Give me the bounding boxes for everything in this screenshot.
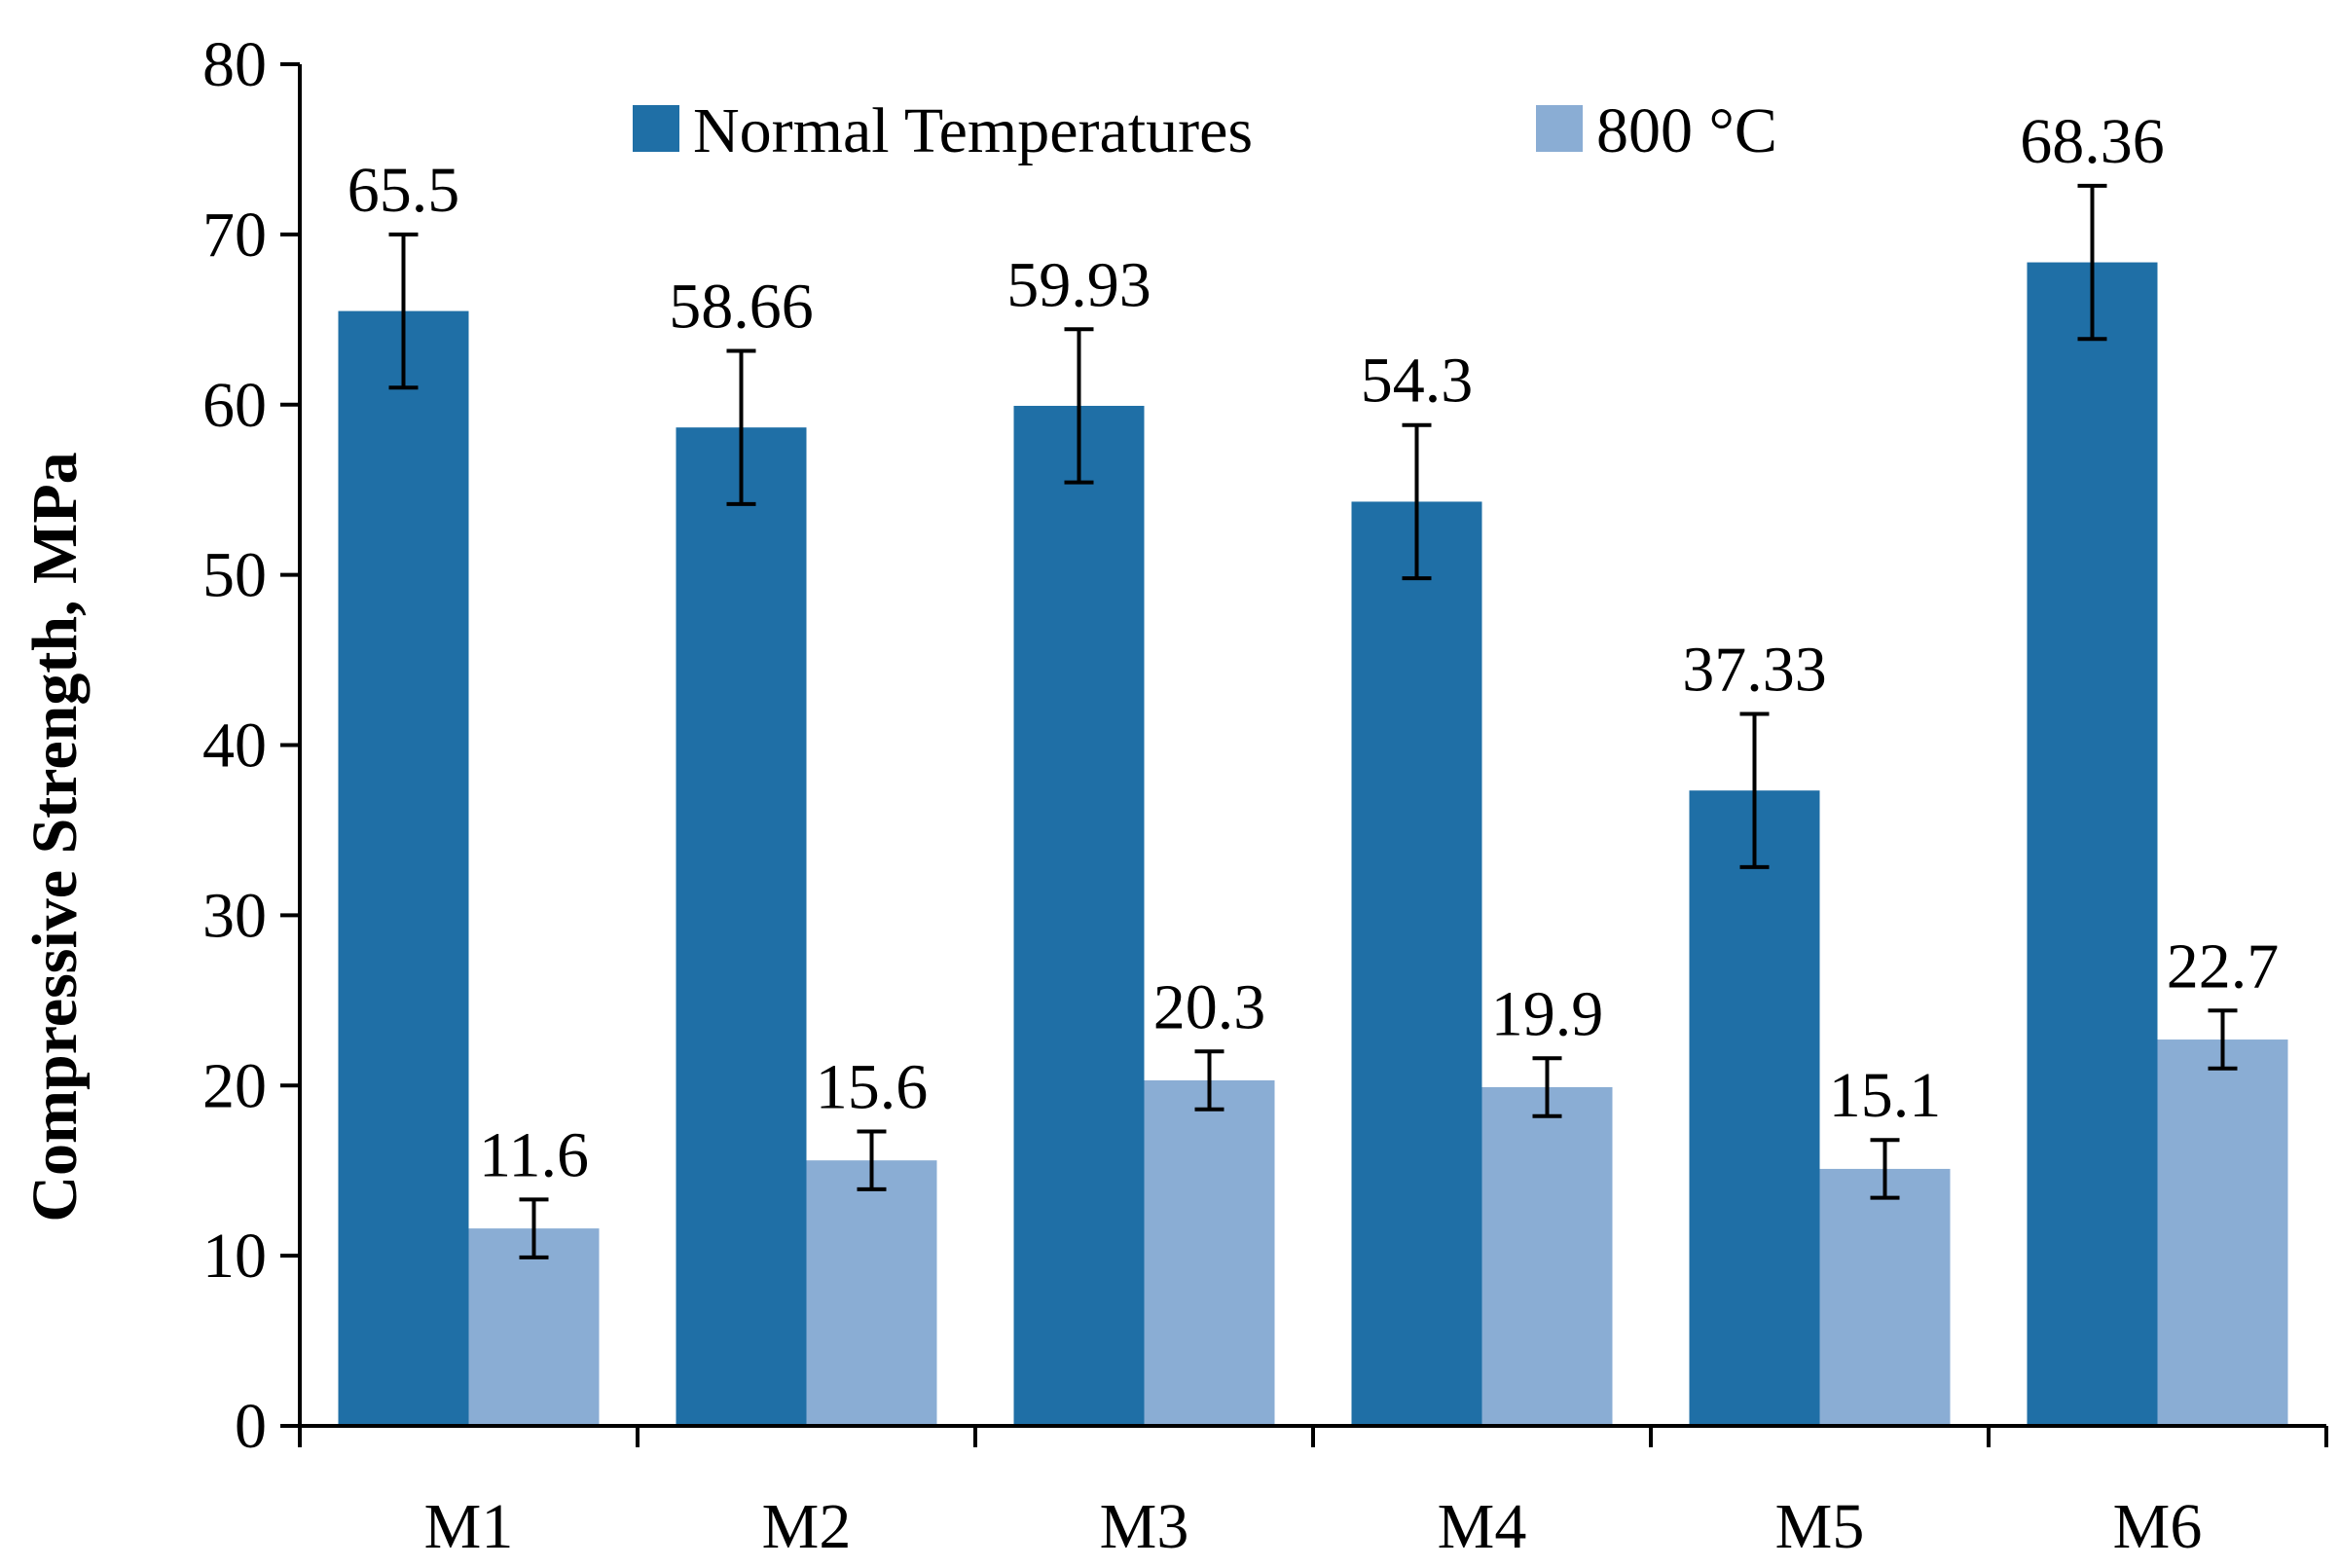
bar <box>1351 501 1482 1426</box>
y-axis-ticks: 0 10 20 30 40 50 60 70 80 <box>202 29 300 1462</box>
axes <box>298 64 2326 1428</box>
bar <box>1013 405 1145 1426</box>
y-tick-label: 30 <box>202 880 267 951</box>
data-label: 15.1 <box>1829 1060 1942 1131</box>
error-bars <box>388 183 2238 1259</box>
y-tick-label: 60 <box>202 370 267 441</box>
data-label: 58.66 <box>669 271 814 342</box>
data-label: 20.3 <box>1153 971 1266 1042</box>
y-tick-label: 40 <box>202 711 267 782</box>
y-tick-label: 0 <box>235 1391 267 1462</box>
x-tick-label: M4 <box>1438 1491 1527 1562</box>
x-axis-ticks: M1 M2 M3 M4 M5 M6 <box>298 1426 2328 1562</box>
bar <box>1144 1080 1275 1426</box>
data-label: 15.6 <box>816 1051 929 1122</box>
x-tick-label: M1 <box>424 1491 514 1562</box>
legend: Normal Temperatures 800 °C <box>633 95 1777 166</box>
bar <box>1481 1086 1613 1426</box>
y-tick-label: 20 <box>202 1050 267 1121</box>
legend-label-normal: Normal Temperatures <box>693 95 1253 166</box>
y-tick-label: 50 <box>202 540 267 611</box>
data-label: 37.33 <box>1682 634 1827 705</box>
x-tick-label: M5 <box>1775 1491 1865 1562</box>
bar <box>806 1160 937 1426</box>
y-tick-label: 10 <box>202 1221 267 1292</box>
bar <box>1689 790 1820 1426</box>
legend-swatch-800 <box>1536 105 1583 152</box>
legend-swatch-normal <box>633 105 679 152</box>
bar <box>676 427 807 1427</box>
data-label: 68.36 <box>2020 106 2165 177</box>
data-labels: 65.5 58.66 59.93 54.3 37.33 68.36 11.6 15.6 20.3… <box>347 106 2280 1191</box>
x-tick-label: M6 <box>2113 1491 2203 1562</box>
bar <box>338 310 469 1427</box>
data-label: 59.93 <box>1006 249 1151 320</box>
bars <box>338 262 2288 1427</box>
data-label: 54.3 <box>1361 346 1474 417</box>
legend-label-800: 800 °C <box>1596 95 1777 166</box>
x-tick-label: M2 <box>762 1491 852 1562</box>
data-label: 22.7 <box>2167 930 2280 1002</box>
bar <box>468 1228 600 1426</box>
x-tick-label: M3 <box>1100 1491 1189 1562</box>
bar <box>2157 1039 2288 1426</box>
bar <box>1819 1168 1951 1426</box>
y-axis-title: Compressive Strength, MPa <box>19 452 91 1222</box>
y-tick-label: 70 <box>202 200 267 271</box>
data-label: 11.6 <box>479 1119 589 1190</box>
data-label: 65.5 <box>347 155 460 226</box>
data-label: 19.9 <box>1491 978 1604 1049</box>
bar <box>2027 262 2158 1427</box>
y-tick-label: 80 <box>202 29 267 100</box>
